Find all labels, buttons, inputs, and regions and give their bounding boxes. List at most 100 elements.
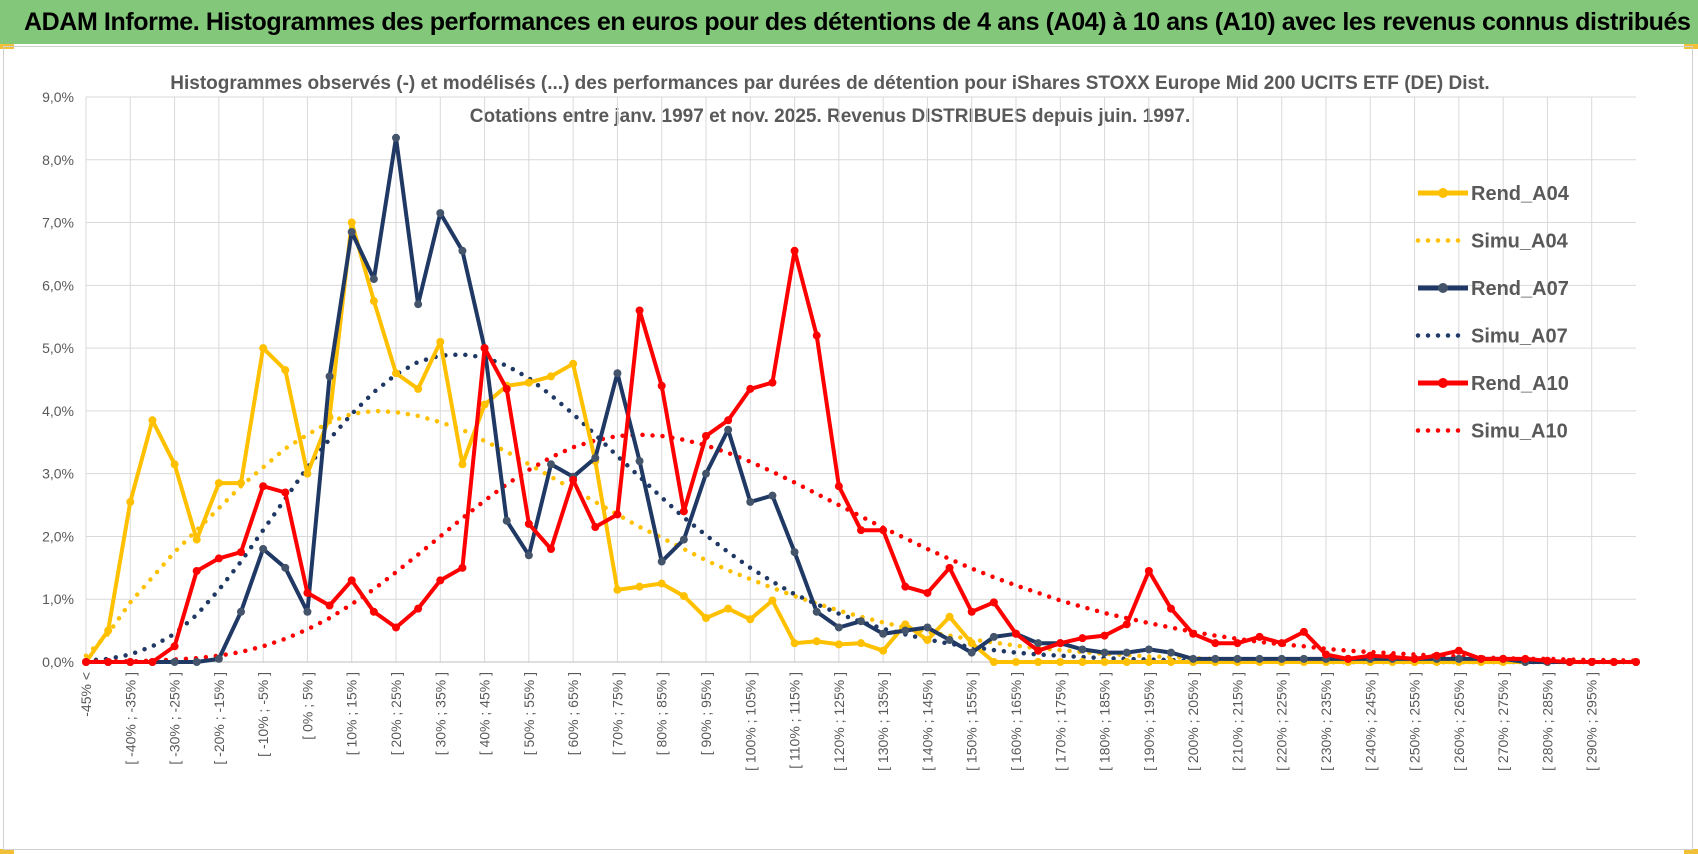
- data-point: [325, 372, 334, 381]
- data-point: [458, 563, 467, 572]
- data-point: [989, 658, 998, 666]
- data-point: [746, 615, 755, 624]
- data-point: [967, 648, 976, 657]
- data-point: [170, 658, 179, 666]
- data-point: [724, 604, 733, 613]
- data-point: [1122, 648, 1131, 657]
- data-point: [1388, 652, 1397, 661]
- y-axis: 0,0% 1,0% 2,0% 3,0% 4,0% 5,0% 6,0% 7,0% 8,0% 9,0%: [42, 89, 74, 670]
- x-tick-label: [ 150% ; 155% ]: [964, 672, 980, 771]
- data-point: [1565, 658, 1574, 666]
- data-point: [635, 582, 644, 591]
- legend-marker: [1438, 188, 1448, 198]
- data-point: [989, 598, 998, 607]
- x-tick-label: [ 170% ; 175% ]: [1052, 672, 1068, 771]
- data-point: [414, 604, 423, 613]
- data-point: [1233, 639, 1242, 648]
- legend-label: Rend_A07: [1471, 278, 1569, 300]
- data-point: [1078, 658, 1087, 666]
- x-tick-label: [ 110% ; 115% ]: [787, 672, 803, 769]
- data-point: [480, 400, 489, 409]
- x-tick-label: [ 30% ; 35% ]: [432, 672, 448, 755]
- x-tick-label: [ 70% ; 75% ]: [609, 672, 625, 755]
- data-point: [1543, 656, 1552, 665]
- data-point: [303, 588, 312, 597]
- data-point: [303, 607, 312, 616]
- x-tick-label: [ 180% ; 185% ]: [1097, 672, 1113, 771]
- data-point: [547, 372, 555, 381]
- data-point: [1100, 648, 1109, 657]
- data-point: [303, 469, 312, 478]
- x-tick-label: [ 50% ; 55% ]: [521, 672, 537, 755]
- y-tick-label: 6,0%: [42, 277, 74, 293]
- data-point: [237, 607, 245, 616]
- data-point: [923, 636, 932, 645]
- data-point: [259, 545, 268, 553]
- data-point: [591, 453, 600, 462]
- x-tick-label: [ 240% ; 245% ]: [1362, 672, 1378, 771]
- y-tick-label: 5,0%: [42, 340, 74, 356]
- legend: Rend_A04 Simu_A04 Rend_A07 Simu_A07 Rend_A10…: [1415, 183, 1570, 443]
- data-point: [923, 588, 932, 597]
- series-lines: [82, 133, 1640, 666]
- data-point: [1454, 646, 1463, 655]
- data-point: [104, 626, 113, 635]
- data-point: [502, 516, 511, 525]
- data-point: [214, 654, 223, 663]
- data-point: [192, 535, 201, 544]
- data-point: [613, 510, 622, 519]
- x-tick-label: [ -30% ; -25% ]: [167, 672, 183, 765]
- data-point: [613, 369, 622, 378]
- data-point: [1189, 654, 1198, 663]
- data-point: [768, 491, 777, 500]
- data-point: [591, 523, 600, 532]
- data-point: [768, 596, 777, 605]
- data-point: [834, 623, 843, 632]
- series-line-Rend_A04: [84, 220, 1636, 664]
- data-point: [857, 639, 865, 648]
- data-point: [702, 432, 710, 440]
- data-point: [480, 344, 489, 353]
- data-point: [1189, 629, 1198, 638]
- data-point: [569, 475, 578, 484]
- x-tick-label: [ 290% ; 295% ]: [1584, 672, 1600, 771]
- series-Simu_A10: [83, 432, 1639, 664]
- data-point: [1167, 604, 1175, 613]
- data-point: [834, 640, 843, 649]
- data-point: [436, 337, 445, 346]
- data-point: [1078, 634, 1087, 643]
- data-point: [281, 366, 290, 375]
- x-tick-label: -45% <: [78, 672, 94, 717]
- data-point: [635, 306, 644, 315]
- data-point: [436, 576, 445, 585]
- data-point: [524, 378, 533, 387]
- data-point: [1167, 658, 1175, 666]
- data-point: [989, 632, 998, 641]
- x-tick-label: [ -40% ; -35% ]: [122, 672, 138, 765]
- data-point: [1609, 658, 1618, 666]
- data-point: [746, 384, 755, 393]
- data-point: [1477, 654, 1485, 663]
- x-tick-label: [ 0% ; 5% ]: [299, 672, 315, 740]
- x-tick-label: [ 200% ; 205% ]: [1185, 672, 1201, 771]
- data-point: [414, 384, 423, 393]
- data-point: [945, 636, 954, 645]
- data-point: [170, 460, 179, 469]
- x-tick-label: [ -20% ; -15% ]: [211, 672, 227, 765]
- data-point: [702, 614, 710, 623]
- data-point: [259, 344, 268, 353]
- x-tick-label: [ 90% ; 95% ]: [698, 672, 714, 755]
- x-tick-label: [ 210% ; 215% ]: [1229, 672, 1245, 771]
- data-point: [679, 592, 688, 601]
- data-point: [1277, 639, 1286, 648]
- x-tick-label: [ 250% ; 255% ]: [1407, 672, 1423, 771]
- data-point: [281, 563, 290, 572]
- data-point: [1078, 645, 1087, 654]
- data-point: [1587, 658, 1596, 666]
- legend-label: Simu_A04: [1471, 231, 1569, 253]
- legend-label: Rend_A04: [1471, 183, 1570, 205]
- data-point: [702, 469, 710, 478]
- data-point: [812, 331, 821, 340]
- data-point: [502, 384, 511, 393]
